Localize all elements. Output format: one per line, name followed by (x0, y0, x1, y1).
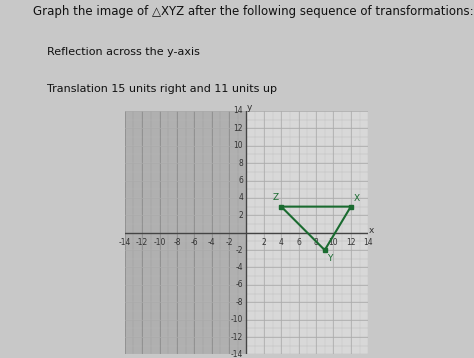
Text: -10: -10 (154, 238, 166, 247)
Text: 12: 12 (346, 238, 356, 247)
Text: Y: Y (328, 253, 333, 262)
Text: -14: -14 (231, 350, 243, 358)
Text: 6: 6 (296, 238, 301, 247)
Text: 6: 6 (238, 176, 243, 185)
Bar (246, 111, 368, 354)
Text: 10: 10 (233, 141, 243, 150)
Text: x: x (369, 226, 374, 234)
Text: 14: 14 (364, 238, 373, 247)
Text: 12: 12 (234, 124, 243, 133)
Text: X: X (354, 194, 360, 203)
Text: 8: 8 (314, 238, 319, 247)
Text: 2: 2 (238, 211, 243, 220)
Text: -12: -12 (136, 238, 148, 247)
Text: Graph the image of △XYZ after the following sequence of transformations:: Graph the image of △XYZ after the follow… (33, 5, 474, 18)
Text: 10: 10 (328, 238, 338, 247)
Text: y: y (247, 103, 252, 112)
Text: -6: -6 (191, 238, 198, 247)
Text: -14: -14 (118, 238, 131, 247)
Text: 4: 4 (238, 193, 243, 202)
Bar (125, 111, 246, 354)
Text: 2: 2 (262, 238, 266, 247)
Text: 14: 14 (233, 106, 243, 116)
Text: -8: -8 (173, 238, 181, 247)
Text: -12: -12 (231, 333, 243, 342)
Text: -6: -6 (236, 280, 243, 289)
Text: -4: -4 (208, 238, 216, 247)
Text: -2: -2 (225, 238, 233, 247)
Text: -10: -10 (231, 315, 243, 324)
Text: 4: 4 (279, 238, 284, 247)
Text: 8: 8 (238, 159, 243, 168)
Text: -4: -4 (236, 263, 243, 272)
Text: Z: Z (273, 193, 279, 202)
Text: Reflection across the y-axis: Reflection across the y-axis (47, 47, 201, 57)
Text: -8: -8 (236, 298, 243, 307)
Text: -2: -2 (236, 246, 243, 255)
Text: Translation 15 units right and 11 units up: Translation 15 units right and 11 units … (47, 84, 277, 94)
